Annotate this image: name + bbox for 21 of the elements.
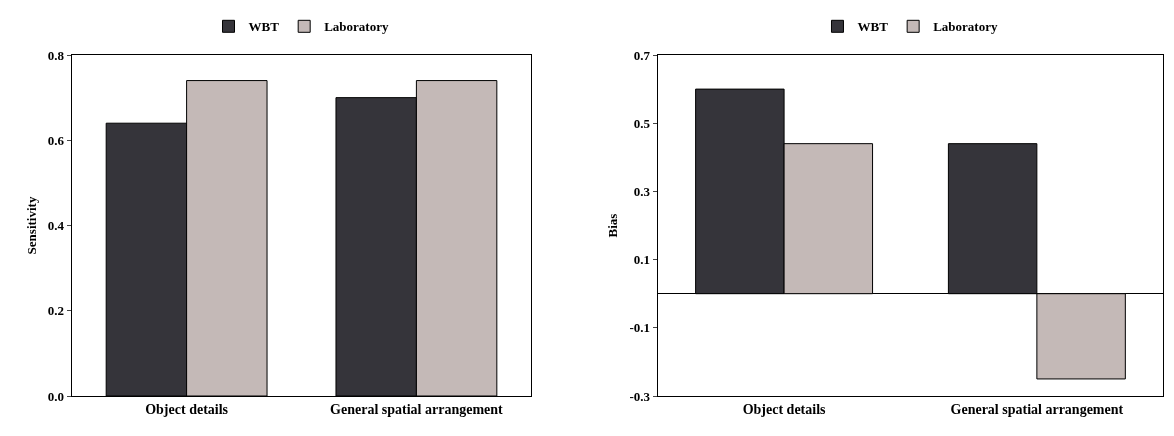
y-tick-label: 0.0 bbox=[47, 388, 65, 404]
x-tick-label: General spatial arrangement bbox=[330, 401, 504, 417]
y-tick-label: 0.4 bbox=[47, 218, 65, 234]
y-tick-label: -0.1 bbox=[629, 320, 651, 336]
legend-label: WBT bbox=[857, 19, 889, 35]
x-tick-label: Object details bbox=[742, 401, 827, 417]
legend-label: Laboratory bbox=[933, 19, 998, 35]
y-tick-label: 0.7 bbox=[633, 47, 651, 63]
y-tick-label: 0.1 bbox=[633, 252, 651, 268]
y-tick-label: 0.5 bbox=[633, 115, 651, 131]
legend-label: Laboratory bbox=[324, 19, 389, 35]
x-tick-label: General spatial arrangement bbox=[950, 401, 1124, 417]
y-axis-title: Sensitivity bbox=[23, 196, 39, 255]
legend-label: WBT bbox=[248, 19, 280, 35]
y-tick-label: 0.6 bbox=[47, 132, 65, 148]
x-tick-label: Object details bbox=[145, 401, 229, 417]
y-tick-label: -0.3 bbox=[629, 388, 651, 404]
y-tick-label: 0.2 bbox=[47, 303, 65, 319]
y-axis-title: Bias bbox=[605, 213, 621, 238]
y-tick-label: 0.8 bbox=[47, 47, 65, 63]
y-tick-label: 0.3 bbox=[633, 183, 651, 199]
